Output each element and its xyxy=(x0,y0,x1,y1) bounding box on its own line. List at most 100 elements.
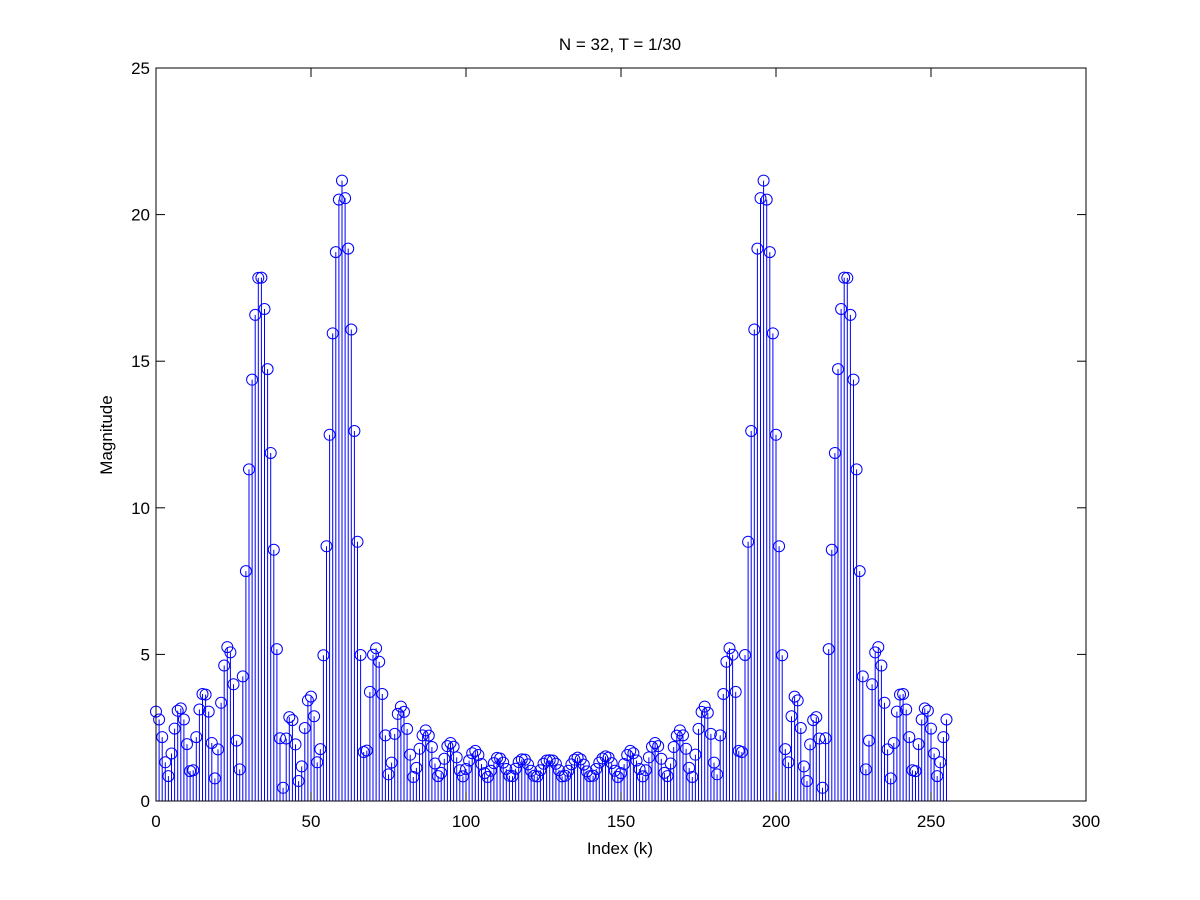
stem-marker xyxy=(797,760,810,773)
stem-marker xyxy=(661,770,674,783)
x-tick-label: 200 xyxy=(762,812,790,831)
stem-marker xyxy=(549,757,562,770)
stem-marker xyxy=(472,748,485,761)
tick-marks xyxy=(155,67,1087,802)
stem-marker xyxy=(571,751,584,764)
stem-marker xyxy=(348,424,361,437)
stem-marker xyxy=(246,373,259,386)
x-tick-label: 250 xyxy=(917,812,945,831)
stem-marker xyxy=(379,729,392,742)
stem-marker xyxy=(345,323,358,336)
stem-marker xyxy=(875,659,888,672)
stem-marker xyxy=(615,767,627,780)
stem-marker xyxy=(639,764,652,777)
stem-marker xyxy=(429,757,441,770)
stem-marker xyxy=(165,747,178,760)
stem-marker xyxy=(689,748,702,761)
stem-marker xyxy=(909,765,922,778)
stem-marker xyxy=(878,696,891,709)
stem-marker xyxy=(215,696,228,709)
stem-marker xyxy=(320,540,333,553)
stem-marker xyxy=(717,687,730,700)
stem-marker xyxy=(382,768,395,781)
stem-marker xyxy=(801,775,813,788)
stem-marker xyxy=(540,754,553,767)
stem-marker xyxy=(475,758,488,771)
stem-marker xyxy=(267,543,280,556)
x-tick-label: 0 xyxy=(151,812,160,831)
y-axis-label: Magnitude xyxy=(97,395,116,474)
stem-marker xyxy=(503,769,516,782)
stem-marker xyxy=(326,327,339,340)
stem-marker xyxy=(773,540,786,553)
stem-marker xyxy=(218,659,231,672)
stem-marker xyxy=(407,770,420,783)
chart-title: N = 32, T = 1/30 xyxy=(559,35,681,54)
stem-marker xyxy=(934,756,947,769)
stem-marker xyxy=(450,751,463,764)
stem-marker xyxy=(301,694,314,707)
stem-marker xyxy=(627,747,640,760)
stem-marker xyxy=(512,756,525,769)
stem-marker xyxy=(227,678,240,691)
stem-marker xyxy=(825,543,838,556)
stem-marker xyxy=(252,271,265,284)
y-tick-label: 0 xyxy=(141,792,150,811)
stem-marker xyxy=(776,649,789,662)
stem-marker xyxy=(509,762,522,775)
stem-marker xyxy=(289,738,302,751)
stem-marker xyxy=(422,729,435,742)
stem-marker xyxy=(813,732,826,745)
stem-marker xyxy=(630,754,643,767)
stem-marker xyxy=(633,763,646,776)
stem-marker xyxy=(444,736,457,749)
stem-marker xyxy=(531,770,544,783)
stem-marker xyxy=(810,711,823,724)
stem-marker xyxy=(456,770,469,783)
stem-marker xyxy=(618,758,631,771)
stem-marker xyxy=(602,751,615,764)
stem-marker xyxy=(205,736,218,749)
stem-marker xyxy=(611,770,624,783)
stem-marker xyxy=(314,743,327,756)
stem-marker xyxy=(655,752,668,765)
stem-marker xyxy=(469,744,482,757)
stem-marker xyxy=(649,736,662,749)
stem-marker xyxy=(270,643,283,656)
stem-marker xyxy=(274,732,286,745)
stem-marker xyxy=(887,736,900,749)
stem-marker xyxy=(921,704,934,717)
stem-marker xyxy=(658,766,671,779)
y-tick-label: 25 xyxy=(131,59,150,78)
stem-marker xyxy=(866,678,879,691)
stem-marker xyxy=(264,446,277,459)
stem-marker xyxy=(177,713,190,726)
stem-marker xyxy=(856,670,869,683)
stem-marker xyxy=(711,768,724,781)
stem-marker xyxy=(853,565,866,578)
stem-marker xyxy=(720,655,733,668)
stem-marker xyxy=(332,193,345,206)
stem-marker xyxy=(463,754,476,767)
stem-marker xyxy=(336,174,348,187)
stem-marker xyxy=(928,747,941,760)
stem-marker xyxy=(199,688,212,701)
stem-marker xyxy=(308,710,321,723)
stem-marker xyxy=(881,743,894,756)
stem-marker xyxy=(168,722,181,735)
stem-marker xyxy=(692,722,705,735)
stem-marker xyxy=(435,766,448,779)
stem-marker xyxy=(745,424,758,437)
stem-marker xyxy=(280,732,293,745)
stem-marker xyxy=(819,732,832,745)
stem-marker xyxy=(704,727,717,740)
stem-marker xyxy=(714,729,727,742)
stem-marker xyxy=(466,747,479,760)
stem-marker xyxy=(441,740,454,753)
stem-marker xyxy=(884,772,897,785)
stem-marker xyxy=(277,781,290,794)
stem-marker xyxy=(367,648,379,661)
stem-marker xyxy=(890,705,903,718)
